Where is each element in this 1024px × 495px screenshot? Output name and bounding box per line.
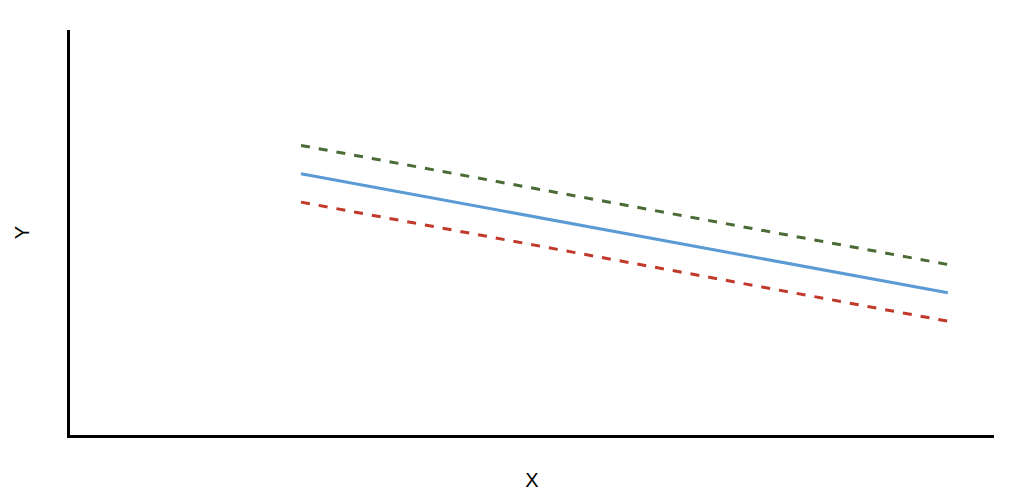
svg-text:X: X — [525, 469, 538, 491]
svg-text:Y: Y — [11, 226, 33, 239]
